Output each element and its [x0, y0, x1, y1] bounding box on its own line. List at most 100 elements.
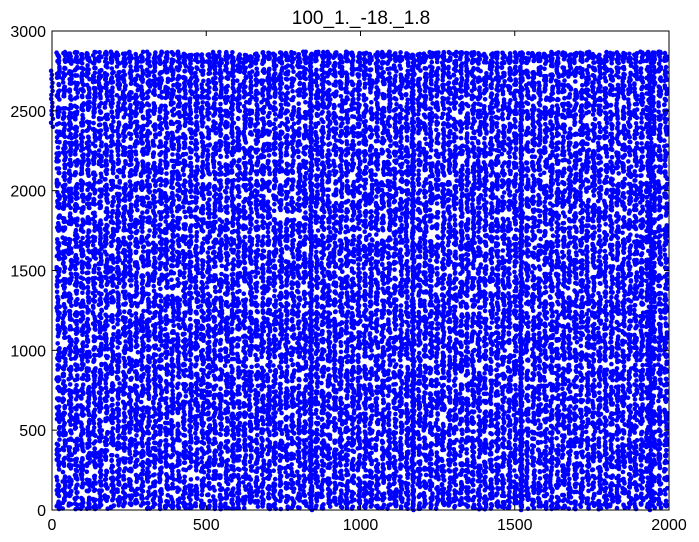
data-point — [158, 139, 163, 144]
data-point — [151, 435, 156, 440]
data-point — [74, 191, 80, 197]
data-point — [62, 177, 68, 183]
data-point — [182, 478, 187, 484]
data-point — [135, 194, 140, 200]
data-point — [139, 390, 145, 395]
data-point — [75, 436, 80, 442]
data-point — [54, 181, 60, 187]
data-point — [147, 114, 152, 119]
data-point — [98, 419, 104, 424]
data-point — [139, 462, 144, 468]
data-point — [91, 114, 96, 120]
data-point — [150, 446, 156, 451]
data-point — [140, 278, 146, 284]
data-point — [128, 123, 133, 129]
data-point — [152, 223, 158, 228]
data-point — [157, 254, 163, 259]
data-point — [111, 232, 117, 238]
data-point — [55, 227, 61, 232]
data-point — [157, 440, 163, 446]
data-point — [91, 373, 97, 379]
data-point — [54, 441, 60, 447]
data-point — [90, 310, 95, 315]
data-point — [175, 462, 181, 468]
data-point — [163, 308, 168, 313]
data-point — [75, 326, 80, 331]
data-point — [114, 64, 120, 69]
data-point — [146, 354, 151, 359]
data-point — [63, 194, 68, 200]
data-point — [114, 284, 120, 290]
data-point — [146, 489, 151, 495]
data-point — [168, 454, 174, 459]
data-point — [55, 237, 60, 242]
data-point — [90, 216, 96, 222]
data-point — [164, 412, 170, 418]
data-point — [145, 466, 150, 471]
data-point — [114, 108, 120, 114]
data-point — [73, 201, 78, 207]
data-point — [90, 303, 96, 309]
data-point — [133, 149, 138, 154]
data-point — [74, 288, 80, 294]
data-point — [104, 297, 110, 302]
data-point — [182, 225, 187, 231]
data-point — [75, 90, 80, 95]
data-point — [163, 219, 168, 224]
data-point — [102, 51, 108, 57]
data-point — [123, 339, 128, 344]
data-point — [79, 102, 85, 108]
data-point — [56, 151, 61, 157]
data-point — [146, 55, 151, 60]
data-point — [75, 477, 80, 482]
data-point — [140, 294, 145, 300]
data-point — [171, 309, 176, 314]
data-point — [145, 90, 150, 95]
data-point — [127, 105, 132, 111]
data-point — [151, 177, 157, 183]
data-point — [157, 94, 162, 99]
data-point — [97, 226, 103, 231]
data-point — [80, 481, 86, 486]
data-point — [104, 225, 109, 231]
data-point — [78, 471, 84, 477]
data-point — [66, 170, 71, 176]
data-point — [86, 228, 91, 233]
data-point — [104, 116, 110, 122]
data-point — [129, 467, 134, 473]
data-point — [182, 265, 188, 271]
data-point — [109, 90, 114, 96]
data-point — [72, 356, 78, 361]
data-point — [61, 371, 67, 377]
data-point — [72, 116, 78, 122]
data-point — [163, 400, 169, 406]
data-point — [92, 345, 98, 350]
data-point — [61, 73, 67, 79]
data-point — [117, 180, 122, 185]
data-point — [60, 354, 65, 360]
data-point — [182, 81, 187, 86]
data-point — [171, 400, 176, 406]
data-point — [67, 266, 73, 272]
data-point — [165, 332, 170, 337]
data-point — [115, 203, 121, 209]
data-point — [103, 435, 108, 441]
data-point — [158, 294, 164, 299]
data-point — [72, 103, 78, 109]
data-point — [73, 406, 78, 412]
data-point — [133, 64, 139, 70]
data-point — [86, 419, 92, 424]
data-point — [109, 403, 114, 408]
data-point — [157, 495, 163, 500]
data-point — [182, 292, 188, 297]
data-point — [127, 318, 133, 323]
data-point — [104, 167, 110, 173]
data-point — [169, 409, 174, 414]
data-point — [121, 272, 126, 278]
data-point — [169, 338, 175, 344]
data-point — [164, 482, 169, 488]
data-point — [180, 204, 186, 210]
data-point — [103, 160, 109, 165]
data-point — [128, 81, 134, 86]
data-point — [133, 139, 139, 144]
